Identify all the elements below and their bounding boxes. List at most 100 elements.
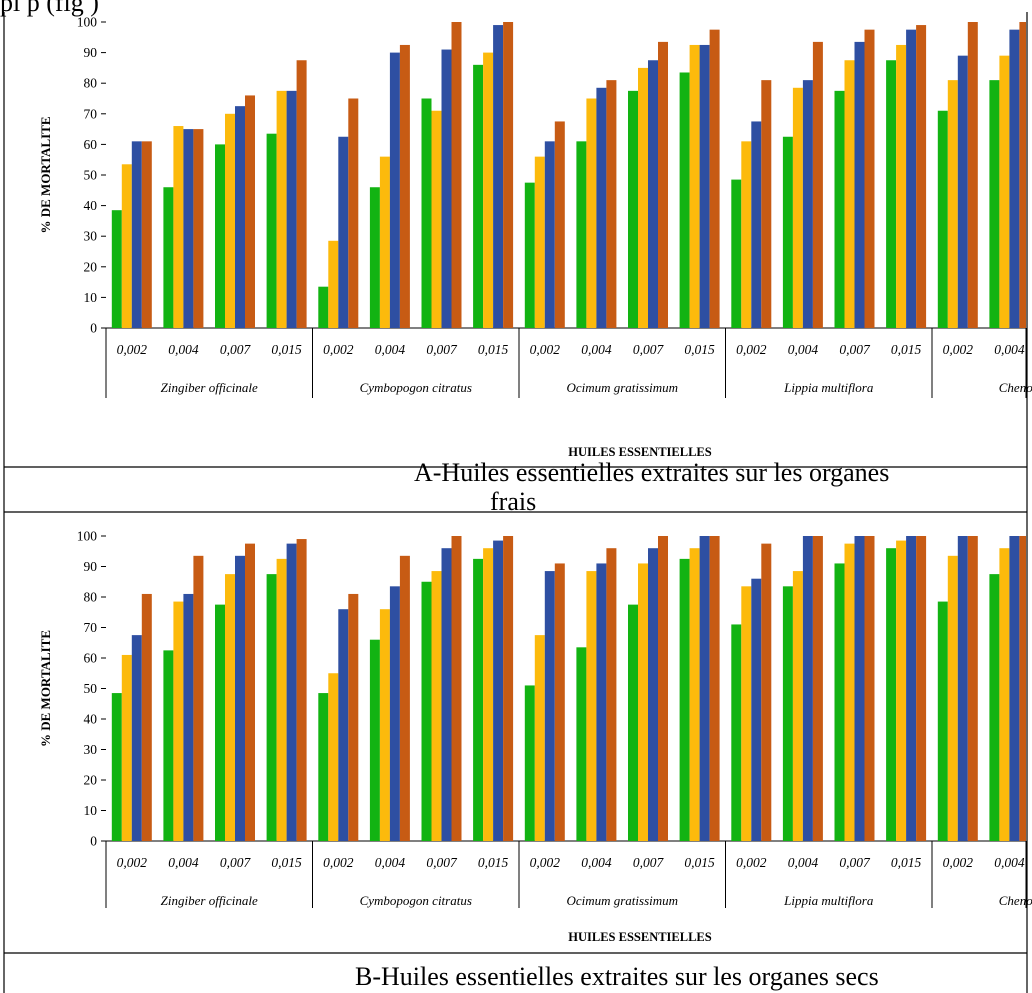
mortality-chart-dry-organs: 0 10 20 30 40 50 60 70 80 90 100 % DE MORTALITE 0,00…	[38, 529, 1032, 945]
dose-label: 0,002	[323, 855, 354, 870]
bar	[854, 536, 865, 841]
bar	[483, 52, 494, 328]
bar	[741, 141, 752, 328]
dose-label: 0,002	[736, 342, 767, 357]
y-tick-label: 90	[84, 45, 98, 60]
bar	[193, 555, 204, 841]
bar	[1019, 536, 1026, 841]
dose-label: 0,002	[530, 342, 561, 357]
bar	[802, 536, 813, 841]
bar	[782, 586, 793, 841]
y-tick-label: 30	[84, 742, 98, 757]
bar	[689, 548, 700, 841]
bar	[989, 80, 1000, 328]
bar	[183, 129, 194, 328]
bar	[318, 693, 329, 841]
bar	[503, 22, 514, 328]
group-label: Cymbopogon citratus	[360, 380, 472, 395]
bar	[596, 87, 607, 328]
bar	[886, 60, 897, 328]
y-tick-label: 50	[84, 681, 98, 696]
bar	[906, 536, 917, 841]
bar	[709, 536, 720, 841]
bar	[173, 601, 184, 841]
bar	[235, 106, 245, 329]
group-label: Chenopodium	[999, 380, 1032, 395]
bar	[834, 563, 845, 841]
bar	[586, 571, 597, 841]
dose-label: 0,007	[839, 855, 871, 870]
bar	[245, 95, 255, 328]
y-tick-label: 60	[84, 137, 98, 152]
dose-label: 0,004	[994, 855, 1025, 870]
y-tick-label: 10	[84, 803, 98, 818]
bar	[628, 604, 638, 841]
bar	[606, 548, 617, 841]
bar	[957, 55, 968, 328]
bar	[689, 44, 700, 328]
dose-label: 0,004	[788, 342, 819, 357]
bar	[193, 129, 204, 328]
dose-label: 0,015	[891, 342, 922, 357]
bar	[957, 536, 968, 841]
group-label: Zingiber officinale	[161, 380, 258, 395]
bar	[658, 536, 668, 841]
bar	[338, 609, 349, 841]
dose-label: 0,015	[684, 855, 715, 870]
bar	[812, 536, 823, 841]
bar	[709, 29, 720, 329]
bar	[296, 539, 307, 841]
bar	[751, 578, 762, 841]
bar	[834, 90, 845, 328]
dose-label: 0,015	[891, 855, 922, 870]
dose-label: 0,007	[220, 342, 252, 357]
dose-label: 0,004	[994, 342, 1025, 357]
group-label: Cymbopogon citratus	[360, 893, 472, 908]
bar	[431, 571, 442, 841]
dose-label: 0,015	[684, 342, 715, 357]
bar	[844, 543, 855, 841]
caption-a-line1: A-Huiles essentielles extraites sur les …	[414, 458, 890, 487]
bar	[554, 121, 565, 328]
bar	[534, 156, 545, 328]
bar	[163, 187, 174, 328]
bar	[399, 555, 410, 841]
bar	[111, 693, 122, 841]
bar	[544, 571, 555, 841]
dose-label: 0,002	[736, 855, 767, 870]
bar	[989, 574, 1000, 841]
bar	[812, 41, 823, 328]
bar	[379, 156, 390, 328]
bar	[731, 179, 742, 328]
bar	[886, 548, 897, 841]
bar	[658, 41, 668, 328]
bar	[163, 650, 174, 841]
bar	[328, 673, 339, 841]
y-tick-label: 60	[84, 651, 98, 666]
bar	[896, 44, 907, 328]
bar	[266, 574, 277, 841]
dose-label: 0,002	[323, 342, 354, 357]
dose-label: 0,002	[943, 855, 974, 870]
bar	[473, 64, 484, 328]
bar	[648, 60, 658, 328]
bar	[1009, 29, 1020, 329]
bar	[421, 581, 432, 841]
bar	[792, 571, 803, 841]
bar	[947, 555, 958, 841]
y-tick-label: 40	[84, 712, 98, 727]
bar	[389, 586, 400, 841]
bar	[431, 110, 442, 329]
y-tick-label: 20	[84, 773, 98, 788]
bar	[473, 558, 484, 841]
dose-label: 0,015	[271, 855, 302, 870]
bar	[338, 136, 349, 328]
bar	[111, 210, 122, 328]
group-label: Zingiber officinale	[161, 893, 258, 908]
bar	[699, 44, 710, 328]
bar	[864, 536, 875, 841]
bar	[141, 141, 152, 328]
bar	[554, 563, 565, 841]
bar	[121, 164, 132, 328]
y-axis-label: % DE MORTALITE	[38, 630, 53, 747]
